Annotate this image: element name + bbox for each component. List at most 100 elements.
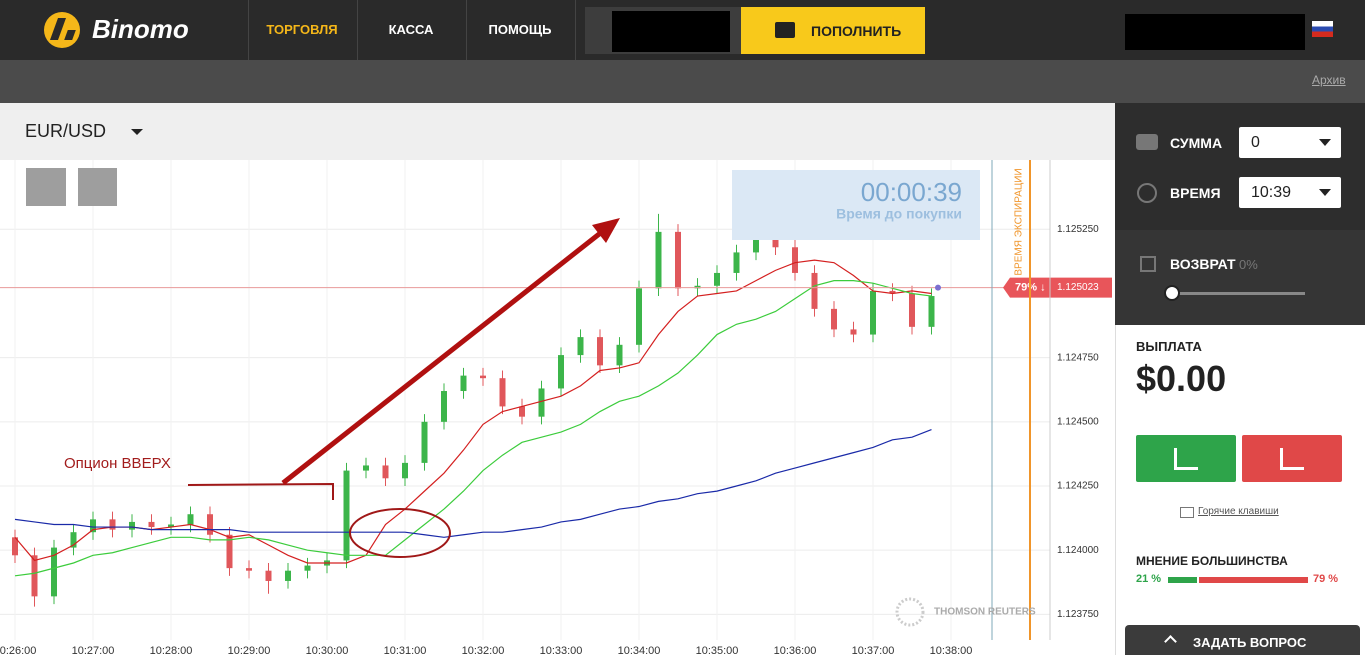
y-tick-label: 1.124000	[1057, 545, 1099, 556]
chart-group: 1.123750 1.124000 1.124250 1.124500 1.124750…	[0, 160, 1112, 655]
nav-item[interactable]: КАССА	[388, 22, 434, 37]
moving-average	[14, 259, 932, 564]
x-tick-label: 10:37:00	[852, 645, 895, 655]
trend-arrow	[281, 229, 605, 485]
y-tick-label: 1.124250	[1057, 481, 1099, 492]
separator	[357, 0, 358, 60]
nav-item[interactable]: ТОРГОВЛЯ	[266, 22, 338, 37]
candle-body	[597, 337, 603, 366]
x-tick-label: 10:34:00	[618, 645, 661, 655]
time-label: ВРЕМЯ	[1170, 185, 1221, 201]
nav-item[interactable]: ПОМОЩЬ	[488, 22, 552, 37]
candle-body	[343, 470, 350, 561]
candle-body	[733, 252, 740, 273]
candle-body	[889, 290, 896, 294]
annotation-line	[187, 482, 334, 500]
candle-body	[441, 391, 447, 422]
asset-bar	[0, 103, 1115, 160]
expiry-label: ВРЕМЯ ЭКСПИРАЦИИ	[1014, 168, 1025, 275]
chart-type-button[interactable]	[26, 168, 66, 206]
majority-bar	[1168, 577, 1308, 583]
up-button[interactable]	[1136, 435, 1236, 482]
candle-body	[811, 272, 818, 309]
indicators-button[interactable]	[78, 168, 117, 206]
candle-body	[558, 355, 564, 389]
separator	[248, 0, 249, 60]
ask-button[interactable]	[1125, 625, 1360, 655]
price-label: 1.125023	[1057, 282, 1099, 293]
x-tick-label: 10:31:00	[384, 645, 427, 655]
x-tick-label: 10:26:00	[0, 645, 36, 655]
down-button[interactable]	[1242, 435, 1342, 482]
majority-segment	[1198, 577, 1308, 583]
down-icon	[1280, 448, 1304, 470]
majority-segment	[1168, 577, 1197, 583]
grid: 1.123750 1.124000 1.124250 1.124500 1.124750…	[0, 160, 1112, 655]
time-value[interactable]: 10:39	[1251, 184, 1292, 201]
ask-label[interactable]: ЗАДАТЬ ВОПРОС	[1193, 635, 1307, 650]
chart: 1.123750 1.124000 1.124250 1.124500 1.124750…	[0, 160, 1112, 655]
amount-select[interactable]: 0	[1239, 127, 1341, 158]
candle-body	[655, 231, 662, 289]
redacted	[1125, 14, 1305, 50]
candle-body	[753, 237, 759, 253]
candle-body	[109, 519, 116, 530]
candle-body	[207, 514, 213, 535]
separator	[466, 0, 467, 60]
amount-icon	[1136, 134, 1158, 150]
candle-body	[928, 296, 935, 327]
return-label: ВОЗВРАТ	[1170, 256, 1236, 272]
candle-body	[519, 406, 525, 417]
sub-bar	[0, 60, 1365, 103]
redacted	[612, 11, 730, 52]
candle-body	[285, 570, 291, 581]
x-tick-label: 10:35:00	[696, 645, 739, 655]
moving-average	[14, 280, 932, 577]
candle-body	[831, 308, 837, 330]
majority-label: МНЕНИЕ БОЛЬШИНСТВА	[1136, 554, 1288, 568]
watermark: THOMSON REUTERS	[934, 607, 1036, 618]
up-icon	[1174, 448, 1198, 470]
majority-up: 21 %	[1136, 573, 1162, 585]
panel-border	[1115, 325, 1116, 655]
candle-body	[363, 465, 369, 471]
candle-body	[51, 547, 57, 597]
amount-value[interactable]: 0	[1251, 134, 1260, 151]
candle-body	[187, 514, 194, 525]
slider-knob[interactable]	[1164, 285, 1180, 301]
candle-body	[12, 537, 18, 556]
time-icon	[1137, 183, 1157, 203]
keyboard-icon	[1180, 507, 1194, 518]
payout-label: ВЫПЛАТА	[1136, 339, 1202, 354]
deposit-button[interactable]	[741, 7, 925, 54]
candle-body	[402, 462, 408, 479]
y-tick-label: 1.123750	[1057, 609, 1099, 620]
candle-body	[636, 288, 642, 345]
x-tick-label: 10:28:00	[150, 645, 193, 655]
candle-body	[714, 272, 720, 286]
archive-link[interactable]: Архив	[1312, 73, 1346, 87]
time-select[interactable]: 10:39	[1239, 177, 1341, 208]
candle-body	[616, 344, 623, 366]
candle-body	[675, 231, 681, 289]
candle-body	[772, 237, 779, 248]
return-value: 0%	[1239, 257, 1258, 272]
x-tick-label: 10:36:00	[774, 645, 817, 655]
amount-label: СУММА	[1170, 135, 1223, 151]
candle-body	[499, 378, 506, 407]
asset-pair[interactable]: EUR/USD	[25, 121, 107, 141]
wallet-icon	[775, 22, 795, 38]
return-slider[interactable]	[1165, 292, 1305, 295]
logo-text[interactable]: Binomo	[92, 14, 189, 44]
language-flag[interactable]	[1312, 21, 1333, 37]
price-dot	[935, 284, 941, 291]
hotkeys-link[interactable]: Горячие клавиши	[1198, 506, 1279, 517]
asset-caret[interactable]	[131, 129, 143, 135]
deposit-label[interactable]: ПОПОЛНИТЬ	[811, 23, 902, 39]
x-tick-label: 10:38:00	[930, 645, 973, 655]
candle-body	[480, 375, 486, 379]
separator	[575, 0, 576, 60]
panel-return	[1115, 230, 1365, 325]
candle-body	[226, 534, 233, 569]
candle-body	[909, 293, 915, 327]
